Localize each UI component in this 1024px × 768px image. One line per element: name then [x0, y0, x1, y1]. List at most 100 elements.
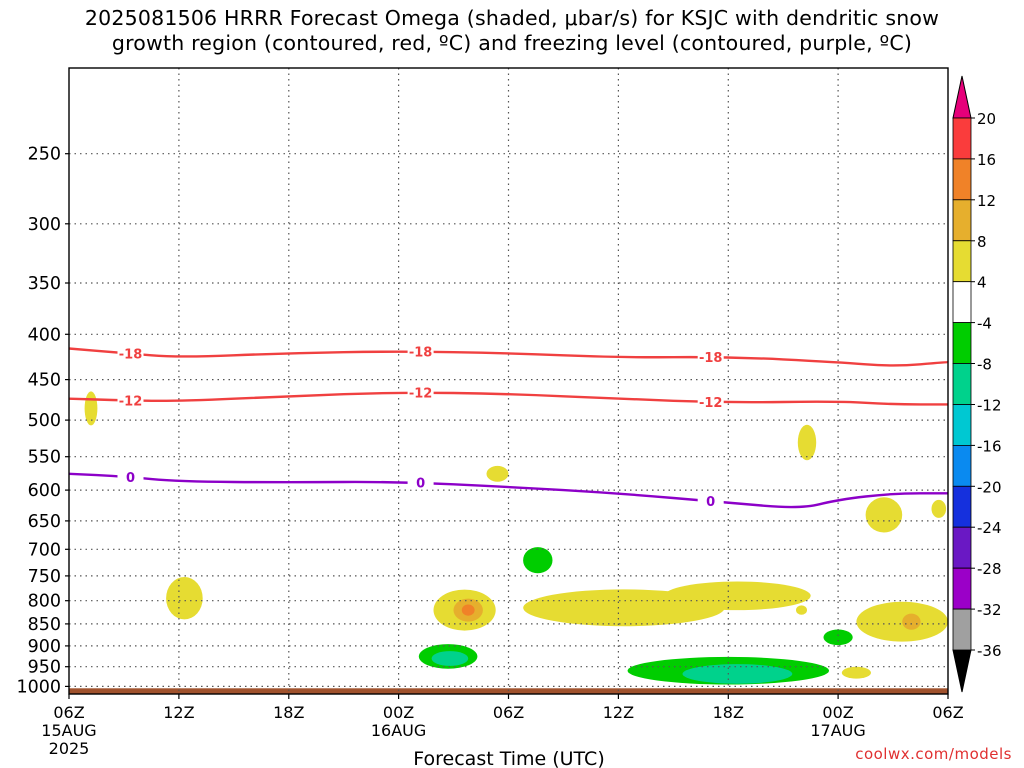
title-line-1: 2025081506 HRRR Forecast Omega (shaded, … — [84, 6, 940, 30]
omega-region — [523, 547, 553, 574]
contour-label: -12 — [409, 387, 433, 402]
omega-region — [664, 581, 811, 611]
omega-region — [865, 497, 903, 533]
y-tick-label: 500 — [28, 411, 61, 431]
y-tick-label: 400 — [28, 325, 61, 345]
colorbar-bottom-arrow — [952, 649, 972, 693]
x-tick-label: 00Z — [822, 703, 853, 722]
x-axis-label: Forecast Time (UTC) — [413, 748, 604, 768]
omega-region — [823, 629, 853, 646]
contour-label: 0 — [706, 495, 715, 510]
omega-region — [931, 499, 947, 518]
omega-region — [431, 651, 469, 666]
omega-region — [856, 601, 948, 642]
x-tick-label: 12Z — [163, 703, 194, 722]
omega-region — [865, 361, 921, 439]
colorbar-label: -36 — [977, 642, 1002, 660]
omega-region — [486, 465, 509, 482]
x-tick-date-label: 2025 — [49, 739, 90, 758]
colorbar-band — [952, 485, 972, 528]
omega-region — [927, 660, 950, 681]
x-tick-label: 00Z — [383, 703, 414, 722]
title-line-2: growth region (contoured, red, ºC) and f… — [111, 31, 913, 55]
snow-growth-contour — [68, 391, 948, 406]
colorbar-band — [952, 363, 972, 405]
axes-layer: 2503003504004505005506006507007508008509… — [16, 67, 964, 758]
x-tick-label: 06Z — [53, 703, 84, 722]
colorbar-band — [952, 444, 972, 487]
omega-region — [676, 532, 743, 555]
y-tick-label: 950 — [28, 658, 61, 678]
colorbar: -36 -32 -28 -24 -20 -16 -12 -8 -4 4 8 12 16 20 — [952, 75, 1002, 693]
colorbar-band — [952, 567, 972, 610]
colorbar-label: -20 — [977, 478, 1002, 496]
colorbar-band — [952, 158, 972, 201]
y-tick-label: 350 — [28, 274, 61, 294]
x-tick-label: 18Z — [713, 703, 744, 722]
colorbar-band — [952, 526, 972, 569]
contour-label-bg — [117, 470, 144, 485]
colorbar-label: 12 — [977, 192, 996, 210]
contour-label-bg — [117, 346, 144, 361]
colorbar-label: 16 — [977, 151, 996, 169]
colorbar-label: 20 — [977, 110, 996, 128]
omega-region — [105, 619, 135, 646]
x-tick-label: 12Z — [603, 703, 634, 722]
contour-label-bg — [407, 385, 434, 400]
omega-region — [166, 577, 203, 620]
terrain-fill — [69, 688, 948, 694]
x-tick-date-label: 16AUG — [371, 721, 426, 740]
y-tick-label: 700 — [28, 540, 61, 560]
contour-label: 0 — [416, 477, 425, 492]
colorbar-label: -24 — [977, 519, 1002, 537]
x-tick-label: 06Z — [493, 703, 524, 722]
x-tick-date-label: 17AUG — [810, 721, 865, 740]
colorbar-band — [952, 117, 972, 160]
contour-label: -18 — [699, 351, 723, 366]
contour-label-bg — [407, 475, 434, 490]
freezing-level-contour — [68, 472, 949, 509]
y-tick-label: 600 — [28, 481, 61, 501]
y-tick-label: 750 — [28, 567, 61, 587]
colorbar-band — [952, 322, 972, 364]
terrain-layer — [69, 688, 948, 694]
colorbar-label: 8 — [977, 233, 987, 251]
colorbar-top-arrow — [952, 75, 972, 119]
colorbar-label: -16 — [977, 437, 1002, 455]
colorbar-label: -32 — [977, 601, 1002, 619]
omega-region — [796, 605, 807, 615]
y-tick-label: 850 — [28, 615, 61, 635]
chart-title: 2025081506 HRRR Forecast Omega (shaded, … — [0, 6, 1024, 56]
omega-region — [841, 666, 872, 679]
contour-label-bg — [697, 494, 724, 509]
omega-region — [902, 613, 921, 630]
x-tick-label: 06Z — [932, 703, 963, 722]
contour-label-bg — [697, 349, 724, 364]
y-tick-label: 650 — [28, 512, 61, 532]
y-tick-label: 300 — [28, 215, 61, 235]
omega-region — [607, 536, 659, 552]
snow-growth-contour — [68, 347, 950, 367]
grid-layer — [69, 68, 948, 694]
colorbar-band — [952, 240, 972, 283]
omega-region — [682, 664, 793, 684]
colorbar-label: -8 — [977, 356, 992, 374]
y-tick-label: 250 — [28, 145, 61, 165]
omega-shading-layer — [84, 261, 950, 687]
contour-label-bg — [407, 344, 434, 359]
omega-region — [461, 604, 475, 616]
y-tick-label: 900 — [28, 637, 61, 657]
contour-label: 0 — [126, 471, 135, 486]
omega-region — [790, 519, 817, 569]
contour-label: -18 — [119, 348, 143, 363]
x-tick-label: 18Z — [273, 703, 304, 722]
contour-label-bg — [117, 393, 144, 408]
colorbar-band — [952, 404, 972, 446]
colorbar-band — [952, 608, 972, 651]
contour-layer: -18 -18 -18 -12 -12 -12 0 0 0 — [68, 344, 950, 510]
colorbar-label: -28 — [977, 560, 1002, 578]
contour-label: -12 — [699, 396, 723, 411]
y-tick-label: 1000 — [16, 677, 61, 697]
omega-region — [797, 424, 817, 461]
